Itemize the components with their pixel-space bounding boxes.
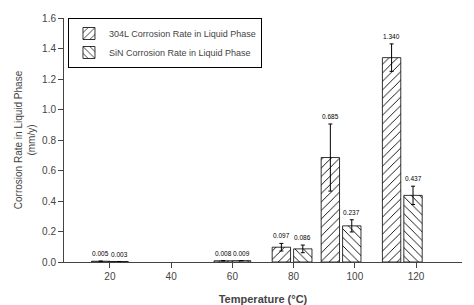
svg-text:0.005: 0.005 [92,250,109,257]
svg-text:0.086: 0.086 [294,234,311,241]
svg-text:0.003: 0.003 [111,251,128,258]
svg-text:0.237: 0.237 [343,209,360,216]
svg-text:Corrosion Rate in Liquid Phase: Corrosion Rate in Liquid Phase(mm/y) [13,70,37,209]
svg-text:1.2: 1.2 [42,74,56,85]
svg-text:SiN Corrosion Rate in Liquid P: SiN Corrosion Rate in Liquid Phase [109,48,251,58]
svg-text:120: 120 [408,271,425,282]
svg-text:Temperature (°C): Temperature (°C) [219,293,308,305]
svg-text:1.340: 1.340 [383,33,400,40]
svg-text:60: 60 [227,271,239,282]
svg-text:0.008: 0.008 [215,250,232,257]
svg-text:0.6: 0.6 [42,165,56,176]
svg-text:0.685: 0.685 [322,113,339,120]
svg-text:40: 40 [166,271,178,282]
svg-text:0.8: 0.8 [42,135,56,146]
svg-text:0.2: 0.2 [42,226,56,237]
svg-text:20: 20 [104,271,116,282]
svg-text:304L Corrosion Rate in Liquid: 304L Corrosion Rate in Liquid Phase [109,29,256,39]
svg-text:0.0: 0.0 [42,257,56,268]
svg-text:0.009: 0.009 [233,250,250,257]
svg-text:1.6: 1.6 [42,13,56,24]
svg-text:80: 80 [288,271,300,282]
svg-text:1.4: 1.4 [42,43,56,54]
svg-text:0.4: 0.4 [42,196,56,207]
svg-text:0.437: 0.437 [405,175,422,182]
svg-text:100: 100 [347,271,364,282]
svg-text:1.0: 1.0 [42,104,56,115]
svg-text:0.097: 0.097 [273,232,290,239]
